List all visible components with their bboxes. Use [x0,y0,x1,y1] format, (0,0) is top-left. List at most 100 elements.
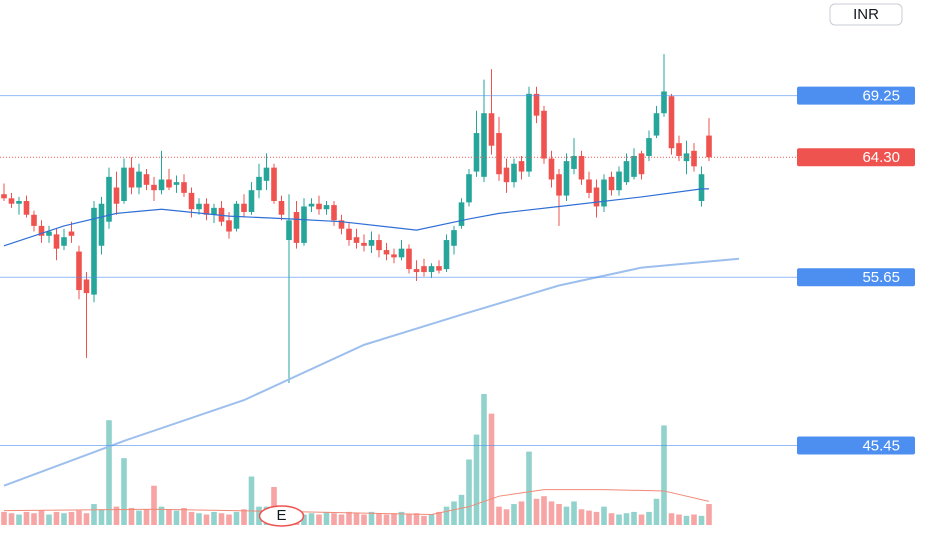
candle-body [196,203,202,210]
volume-bar [98,509,105,525]
volume-bar [421,515,427,525]
price-tag [797,148,915,167]
candle-body [301,206,307,243]
candle-body [653,113,660,136]
candle-body [121,167,127,202]
volume-bar [166,509,172,525]
volume-bar [46,514,52,525]
volume-bar [76,510,82,525]
candle-body [488,113,495,146]
candle-body [346,228,352,241]
candle-body [331,205,337,221]
volume-bar [16,514,22,525]
volume-layer [1,394,712,525]
candle-body [16,201,22,204]
volume-bar [586,510,592,525]
candle-body [473,133,480,172]
candle-body [308,203,315,207]
candle-body [406,248,412,270]
volume-bar [128,507,135,525]
volume-bar [653,498,660,525]
volume-bar [616,514,622,525]
candle-body [61,237,67,246]
volume-bar [661,425,667,525]
candle-body [23,201,30,215]
volume-bar [113,506,120,525]
candle-body [113,187,120,204]
candle-body [623,161,630,183]
candle-body [526,93,532,172]
volume-bar [61,513,67,525]
candle-body [136,171,142,188]
event-marker [258,505,305,527]
volume-bar [308,513,315,525]
candle-body [173,182,180,185]
price-tag [797,436,915,455]
candle-body [181,182,187,193]
candle-body [563,161,570,196]
candle-body [616,171,622,191]
price-tag-label: 55.65 [862,269,900,286]
volume-bar [53,511,60,525]
candle-body [106,176,112,222]
candle-body [248,190,255,212]
candle-body [661,91,667,114]
volume-bar [233,511,240,525]
currency-button[interactable] [829,3,903,26]
candle-body [143,174,150,185]
candle-body [383,250,390,255]
candle-body [188,192,195,210]
candle-body [76,251,82,291]
volume-bar [383,514,390,525]
candle-body [361,242,367,246]
candle-body [466,174,472,203]
volume-bar [638,514,645,525]
price-tag-label: 45.45 [862,437,900,454]
volume-bar [548,501,555,525]
price-tag [797,268,915,287]
candle-body [1,194,7,199]
moving-average [3,188,709,247]
candle-body [158,179,165,191]
price-layer: E [0,54,797,527]
candle-body [203,203,210,215]
volume-bar [91,504,97,525]
volume-bar [391,513,397,525]
candle-body [691,150,697,167]
volume-bar [151,485,157,525]
volume-bar [556,504,562,525]
candle-body [31,214,37,226]
volume-bar [331,513,337,525]
volume-bar [196,513,202,525]
candle-body [443,240,450,270]
volume-bar [533,498,540,525]
volume-bar [473,434,480,525]
candle-body [706,135,712,158]
volume-bar [593,511,600,525]
volume-average [3,489,710,516]
candle-body [278,201,285,215]
candle-body [151,184,157,191]
candle-body [316,203,322,210]
candle-body [541,110,547,159]
candle-body [323,205,330,210]
candle-body [428,266,435,273]
candle-body [586,179,592,193]
candle-body [646,138,652,156]
candle-body [518,161,525,172]
volume-bar [608,513,615,525]
candle-body [83,279,90,294]
candle-body [53,234,60,249]
volume-bar [203,514,210,525]
candle-body [436,266,442,271]
candle-body [398,248,405,258]
volume-bar [631,511,637,525]
volume-bar [646,511,652,525]
currency-label[interactable]: INR [853,6,879,23]
volume-bar [323,511,330,525]
volume-bar [1,511,7,525]
volume-bar [301,514,307,525]
volume-bar [406,514,412,525]
